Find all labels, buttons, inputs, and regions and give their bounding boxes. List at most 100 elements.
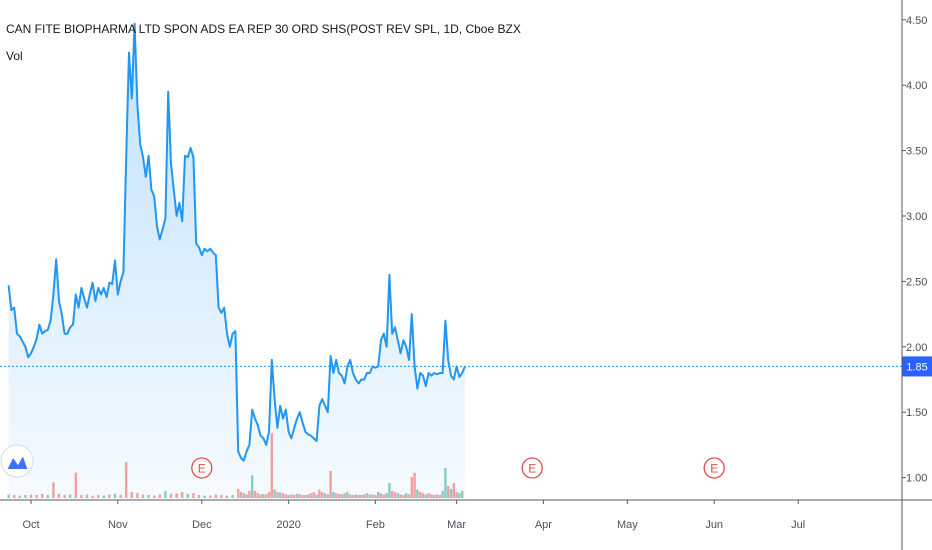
volume-bar: [421, 493, 425, 498]
volume-bar: [295, 493, 299, 498]
volume-bar: [458, 493, 461, 498]
volume-bar: [256, 493, 259, 498]
volume-bar: [293, 495, 296, 498]
volume-bar: [192, 493, 195, 498]
volume-bar: [371, 494, 374, 498]
volume-bar: [97, 495, 100, 498]
time-tick-label: Dec: [192, 519, 212, 531]
volume-bar: [307, 494, 310, 498]
volume-bar: [141, 494, 145, 498]
earnings-marker-icon[interactable]: E: [191, 457, 213, 479]
volume-bar: [424, 494, 427, 498]
volume-bar: [357, 495, 360, 498]
time-tick-label: Feb: [366, 519, 385, 531]
volume-bar: [419, 492, 422, 498]
volume-bar: [349, 494, 352, 498]
earnings-marker-label: E: [528, 462, 536, 476]
volume-bar: [270, 433, 273, 498]
volume-bar: [265, 494, 268, 498]
volume-bar: [396, 493, 399, 498]
volume-bar: [242, 493, 245, 498]
earnings-marker-icon[interactable]: E: [703, 457, 725, 479]
price-tick-label: 3.00: [906, 211, 927, 223]
volume-bar: [63, 495, 66, 498]
volume-bar: [220, 495, 223, 498]
volume-bar: [175, 493, 178, 498]
volume-label: Vol: [6, 49, 23, 63]
time-tick-label: 2020: [276, 519, 300, 531]
volume-bar: [273, 489, 276, 498]
volume-bar: [374, 495, 377, 498]
volume-bar: [29, 494, 33, 498]
volume-bar: [245, 494, 248, 498]
volume-bar: [438, 495, 441, 498]
volume-bar: [318, 489, 321, 498]
price-area: [8, 23, 465, 500]
volume-bar: [321, 492, 324, 498]
volume-bar: [332, 492, 335, 498]
volume-bar: [158, 494, 161, 498]
volume-bar: [69, 494, 72, 498]
volume-bar: [377, 492, 380, 498]
volume-bar: [309, 493, 313, 498]
volume-bar: [153, 495, 156, 498]
volume-bar: [281, 493, 285, 498]
volume-bar: [262, 493, 265, 498]
volume-bar: [147, 495, 150, 498]
tradingview-logo-icon[interactable]: [0, 444, 34, 478]
volume-bar: [181, 492, 184, 498]
volume-bar: [231, 495, 234, 498]
volume-bar: [363, 494, 366, 498]
volume-bar: [130, 492, 133, 498]
price-tick-label: 4.50: [906, 15, 927, 27]
volume-bar: [284, 494, 287, 498]
time-tick-label: Nov: [108, 519, 128, 531]
volume-bar: [287, 495, 290, 498]
volume-bar: [402, 495, 405, 498]
volume-bar: [461, 490, 464, 498]
volume-bar: [315, 494, 318, 498]
volume-bar: [452, 483, 455, 498]
last-price-line: 1.85: [0, 356, 932, 377]
price-tick-label: 1.00: [906, 473, 927, 485]
volume-bar: [360, 495, 363, 498]
volume-bar: [248, 490, 251, 498]
volume-bar: [447, 486, 450, 498]
volume-bar: [35, 495, 38, 498]
volume-bar: [343, 493, 346, 498]
volume-bar: [18, 495, 21, 498]
earnings-marker-icon[interactable]: E: [521, 457, 543, 479]
volume-bar: [385, 493, 388, 498]
volume-bar: [85, 494, 89, 498]
volume-bar: [351, 495, 355, 498]
time-tick-label: Jul: [791, 519, 805, 531]
volume-bar: [203, 495, 206, 498]
last-price-badge: [902, 356, 932, 377]
price-area-fill: [8, 23, 465, 500]
volume-bar: [416, 489, 419, 498]
volume-bar: [279, 492, 282, 498]
chart-title: CAN FITE BIOPHARMA LTD SPON ADS EA REP 3…: [6, 22, 521, 36]
volume-bar: [340, 494, 343, 498]
volume-bar: [52, 482, 55, 498]
volume-bar: [214, 494, 217, 498]
time-tick-label: Apr: [535, 519, 552, 531]
volume-bar: [430, 494, 433, 498]
volume-bar: [304, 495, 307, 498]
volume-bar: [354, 494, 357, 498]
volume-bar: [346, 492, 349, 498]
volume-bar: [391, 490, 394, 498]
volume-bar: [329, 471, 332, 498]
price-line: [7, 22, 466, 462]
time-tick-label: May: [617, 519, 638, 531]
volume-bar: [393, 492, 397, 498]
volume-bar: [108, 494, 111, 498]
volume-bar: [253, 490, 257, 498]
volume-bar: [455, 492, 458, 498]
price-tick-label: 2.00: [906, 342, 927, 354]
volume-bar: [444, 468, 447, 498]
volume-bar: [164, 490, 167, 498]
